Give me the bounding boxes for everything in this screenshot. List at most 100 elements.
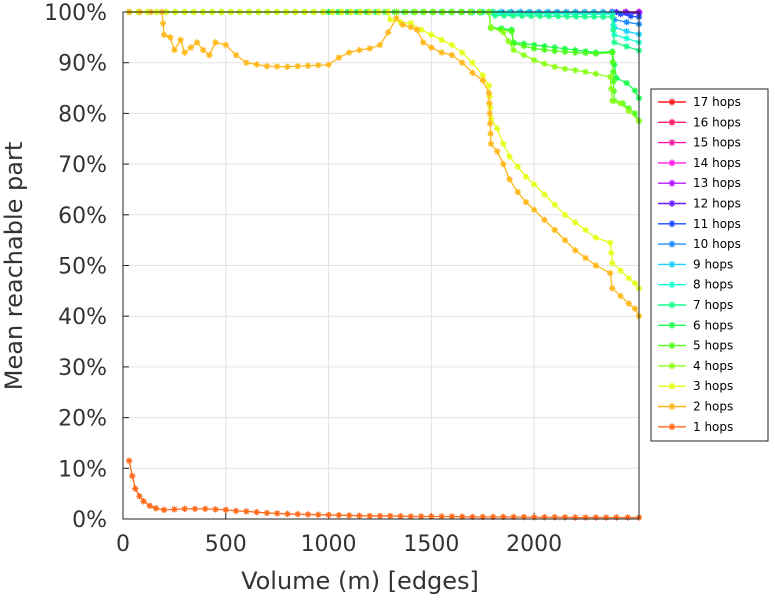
data-point — [610, 26, 617, 33]
data-point — [623, 79, 630, 87]
data-point — [591, 13, 598, 21]
data-point — [136, 492, 143, 500]
legend-item: 13 hops — [658, 176, 741, 190]
data-point — [129, 472, 136, 480]
legend-label: 16 hops — [693, 115, 741, 129]
data-point — [551, 63, 558, 70]
series-line — [612, 11, 640, 18]
data-point — [500, 140, 507, 148]
data-point — [627, 12, 634, 20]
data-point — [510, 46, 517, 54]
data-point — [668, 281, 676, 289]
data-point — [668, 240, 676, 248]
data-point — [609, 68, 617, 76]
data-point — [668, 139, 676, 147]
data-point — [485, 82, 493, 89]
data-point — [397, 513, 404, 520]
data-point — [668, 382, 676, 390]
data-point — [536, 12, 544, 20]
data-point — [495, 9, 503, 16]
data-point — [325, 511, 332, 519]
series-layer — [125, 8, 643, 521]
data-point — [376, 512, 384, 520]
data-point — [335, 511, 343, 519]
data-point — [253, 508, 260, 516]
data-point — [345, 49, 353, 56]
y-tick-label: 100% — [44, 1, 107, 26]
data-point — [325, 61, 332, 68]
data-point — [545, 13, 553, 20]
data-point — [514, 163, 521, 170]
data-point — [428, 31, 435, 39]
data-point — [417, 26, 425, 33]
y-tick-label: 20% — [58, 407, 107, 432]
legend: 17 hops 16 hops 15 hops 14 hops 13 hops 12 ho… — [650, 88, 769, 442]
data-point — [514, 188, 521, 196]
data-point — [623, 18, 630, 26]
data-point — [428, 44, 435, 51]
y-tick-label: 30% — [58, 356, 107, 381]
y-tick-label: 40% — [58, 305, 107, 330]
data-point — [487, 104, 494, 111]
data-point — [284, 510, 291, 518]
data-point — [486, 110, 493, 117]
data-point — [438, 513, 445, 520]
data-point — [608, 85, 615, 93]
legend-item: 4 hops — [658, 359, 733, 373]
data-point — [518, 12, 526, 20]
data-point — [607, 73, 614, 81]
data-point — [487, 140, 495, 148]
data-point — [500, 12, 508, 19]
data-point — [617, 267, 624, 274]
data-point — [253, 61, 260, 68]
y-tick-labels: 0% 10% 20% 30% 40% 50% 60% 70% 80% 90% 100% — [44, 1, 107, 533]
data-point — [527, 12, 535, 20]
data-point — [609, 259, 616, 267]
legend-item: 5 hops — [658, 339, 733, 353]
data-point — [668, 423, 676, 431]
data-point — [530, 56, 538, 64]
data-point — [487, 130, 494, 137]
series-1-hops — [125, 457, 643, 521]
data-point — [623, 43, 630, 50]
data-point — [522, 198, 530, 206]
data-point — [668, 118, 676, 126]
data-point — [609, 58, 616, 66]
data-point — [304, 511, 312, 518]
y-tick-label: 0% — [72, 508, 107, 533]
data-point — [222, 506, 229, 514]
data-point — [160, 31, 168, 39]
data-point — [486, 100, 493, 107]
data-point — [315, 511, 322, 518]
data-point — [125, 457, 133, 464]
data-point — [617, 292, 624, 300]
data-point — [508, 28, 515, 35]
data-point — [561, 48, 569, 55]
data-point — [509, 12, 517, 19]
data-point — [493, 148, 501, 155]
data-point — [419, 39, 427, 46]
data-point — [541, 216, 548, 224]
data-point — [459, 59, 466, 66]
data-point — [582, 226, 589, 234]
data-point — [243, 508, 250, 515]
data-point — [668, 220, 676, 228]
y-tick-label: 60% — [58, 204, 107, 229]
data-point — [668, 362, 676, 370]
data-point — [609, 13, 616, 21]
data-point — [243, 59, 250, 66]
y-tick-label: 50% — [58, 255, 107, 280]
data-point — [376, 41, 384, 49]
data-point — [625, 107, 632, 115]
data-point — [609, 285, 616, 292]
data-point — [554, 13, 562, 20]
data-point — [613, 514, 620, 521]
data-point — [469, 59, 476, 66]
data-point — [212, 506, 219, 513]
data-point — [541, 191, 548, 198]
grid-layer — [122, 11, 639, 520]
data-point — [356, 512, 363, 519]
series-line — [129, 11, 640, 122]
data-point — [592, 514, 600, 521]
